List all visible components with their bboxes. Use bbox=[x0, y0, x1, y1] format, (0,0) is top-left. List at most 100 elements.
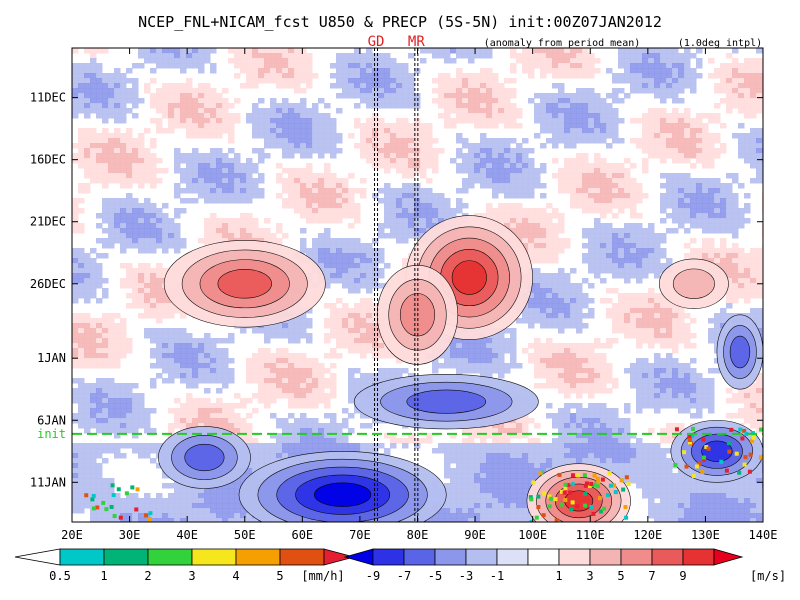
noise-cell bbox=[636, 193, 643, 199]
noise-cell bbox=[408, 183, 415, 189]
noise-cell bbox=[558, 128, 565, 134]
noise-cell bbox=[84, 183, 91, 189]
noise-cell bbox=[288, 318, 295, 324]
noise-cell bbox=[756, 173, 763, 179]
noise-cell bbox=[402, 118, 409, 124]
noise-cell bbox=[426, 218, 433, 224]
noise-cell bbox=[540, 253, 547, 259]
noise-cell bbox=[552, 228, 559, 234]
noise-cell bbox=[474, 348, 481, 354]
noise-cell bbox=[510, 228, 517, 234]
noise-cell bbox=[414, 158, 421, 164]
noise-cell bbox=[684, 113, 691, 119]
noise-cell bbox=[726, 98, 733, 104]
noise-cell bbox=[732, 93, 739, 99]
noise-cell bbox=[198, 68, 205, 74]
noise-cell bbox=[258, 353, 265, 359]
noise-cell bbox=[582, 73, 589, 79]
noise-cell bbox=[186, 53, 193, 59]
noise-cell bbox=[756, 73, 763, 79]
noise-cell bbox=[216, 188, 223, 194]
noise-cell bbox=[270, 48, 277, 54]
noise-cell bbox=[552, 223, 559, 229]
noise-cell bbox=[390, 128, 397, 134]
noise-cell bbox=[84, 78, 91, 84]
noise-cell bbox=[348, 193, 355, 199]
noise-cell bbox=[684, 153, 691, 159]
noise-cell bbox=[354, 328, 361, 334]
noise-cell bbox=[690, 83, 697, 89]
noise-cell bbox=[678, 368, 685, 374]
noise-cell bbox=[534, 238, 541, 244]
noise-cell bbox=[84, 358, 91, 364]
noise-cell bbox=[756, 283, 763, 289]
noise-cell bbox=[594, 233, 601, 239]
noise-cell bbox=[300, 183, 307, 189]
noise-cell bbox=[714, 193, 721, 199]
noise-cell bbox=[342, 208, 349, 214]
noise-cell bbox=[534, 133, 541, 139]
noise-cell bbox=[624, 63, 631, 69]
noise-cell bbox=[150, 233, 157, 239]
noise-cell bbox=[234, 188, 241, 194]
noise-cell bbox=[582, 118, 589, 124]
noise-cell bbox=[90, 148, 97, 154]
noise-cell bbox=[558, 323, 565, 329]
noise-cell bbox=[300, 98, 307, 104]
noise-cell bbox=[666, 88, 673, 94]
noise-cell bbox=[438, 103, 445, 109]
noise-cell bbox=[696, 223, 703, 229]
noise-cell bbox=[594, 203, 601, 209]
noise-cell bbox=[708, 378, 715, 384]
noise-cell bbox=[558, 238, 565, 244]
noise-cell bbox=[750, 258, 757, 264]
noise-cell bbox=[198, 353, 205, 359]
noise-cell bbox=[222, 88, 229, 94]
noise-cell bbox=[390, 58, 397, 64]
noise-cell bbox=[306, 318, 313, 324]
noise-cell bbox=[138, 63, 145, 69]
noise-cell bbox=[540, 193, 547, 199]
noise-cell bbox=[312, 138, 319, 144]
noise-cell bbox=[204, 93, 211, 99]
noise-cell bbox=[684, 138, 691, 144]
noise-cell bbox=[240, 328, 247, 334]
noise-cell bbox=[318, 208, 325, 214]
noise-cell bbox=[390, 68, 397, 74]
noise-cell bbox=[306, 373, 313, 379]
noise-cell bbox=[108, 323, 115, 329]
noise-cell bbox=[366, 338, 373, 344]
noise-cell bbox=[126, 173, 133, 179]
noise-cell bbox=[210, 343, 217, 349]
noise-cell bbox=[666, 58, 673, 64]
noise-cell bbox=[432, 203, 439, 209]
noise-cell bbox=[282, 83, 289, 89]
noise-cell bbox=[216, 223, 223, 229]
noise-cell bbox=[564, 108, 571, 114]
noise-cell bbox=[354, 188, 361, 194]
noise-cell bbox=[162, 63, 169, 69]
noise-cell bbox=[330, 148, 337, 154]
noise-cell bbox=[606, 248, 613, 254]
noise-cell bbox=[126, 98, 133, 104]
noise-cell bbox=[492, 138, 499, 144]
noise-cell bbox=[588, 178, 595, 184]
noise-cell bbox=[84, 88, 91, 94]
noise-cell bbox=[648, 53, 655, 59]
noise-cell bbox=[756, 108, 763, 114]
noise-cell bbox=[636, 188, 643, 194]
noise-cell bbox=[552, 213, 559, 219]
noise-cell bbox=[156, 318, 163, 324]
noise-cell bbox=[84, 343, 91, 349]
noise-cell bbox=[534, 278, 541, 284]
noise-cell bbox=[210, 353, 217, 359]
noise-cell bbox=[684, 73, 691, 79]
noise-cell bbox=[630, 303, 637, 309]
noise-cell bbox=[528, 148, 535, 154]
noise-cell bbox=[336, 203, 343, 209]
noise-cell bbox=[234, 168, 241, 174]
noise-cell bbox=[474, 143, 481, 149]
noise-cell bbox=[600, 368, 607, 374]
noise-cell bbox=[282, 333, 289, 339]
noise-cell bbox=[312, 148, 319, 154]
